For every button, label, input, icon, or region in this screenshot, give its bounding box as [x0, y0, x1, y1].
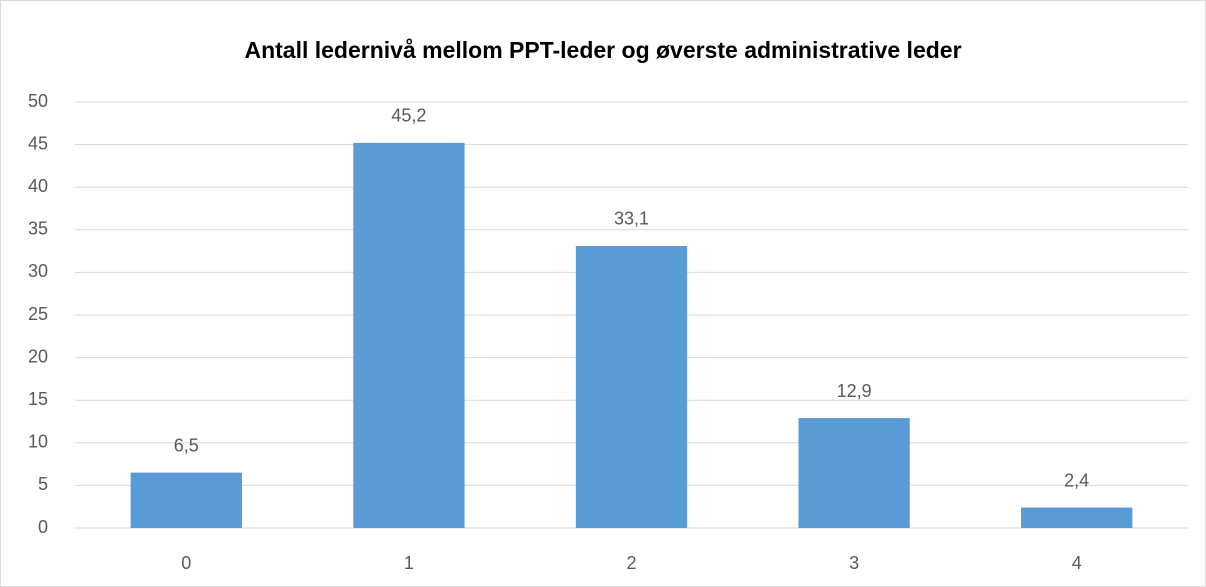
bar — [575, 245, 688, 528]
bar — [130, 472, 242, 528]
y-tick-label: 10 — [28, 432, 48, 452]
data-label: 45,2 — [391, 106, 426, 126]
y-tick-label: 50 — [28, 91, 48, 111]
bar — [1021, 507, 1133, 528]
data-label: 12,9 — [837, 381, 872, 401]
x-tick-label: 1 — [404, 553, 414, 573]
y-tick-label: 35 — [28, 219, 48, 239]
x-tick-label: 0 — [181, 553, 191, 573]
y-tick-label: 30 — [28, 261, 48, 281]
bar — [353, 142, 465, 528]
chart-title: Antall ledernivå mellom PPT-leder og øve… — [244, 37, 961, 63]
data-label: 2,4 — [1064, 470, 1089, 490]
y-tick-label: 20 — [28, 346, 48, 366]
y-tick-label: 15 — [28, 389, 48, 409]
data-label: 33,1 — [614, 209, 649, 229]
x-tick-label: 4 — [1072, 553, 1082, 573]
y-tick-label: 45 — [28, 133, 48, 153]
y-tick-label: 5 — [38, 474, 48, 494]
y-tick-label: 40 — [28, 176, 48, 196]
x-tick-label: 3 — [849, 553, 859, 573]
data-label: 6,5 — [174, 435, 199, 455]
y-tick-label: 0 — [38, 517, 48, 537]
y-tick-label: 25 — [28, 304, 48, 324]
bar — [798, 418, 910, 528]
x-tick-label: 2 — [626, 553, 636, 573]
